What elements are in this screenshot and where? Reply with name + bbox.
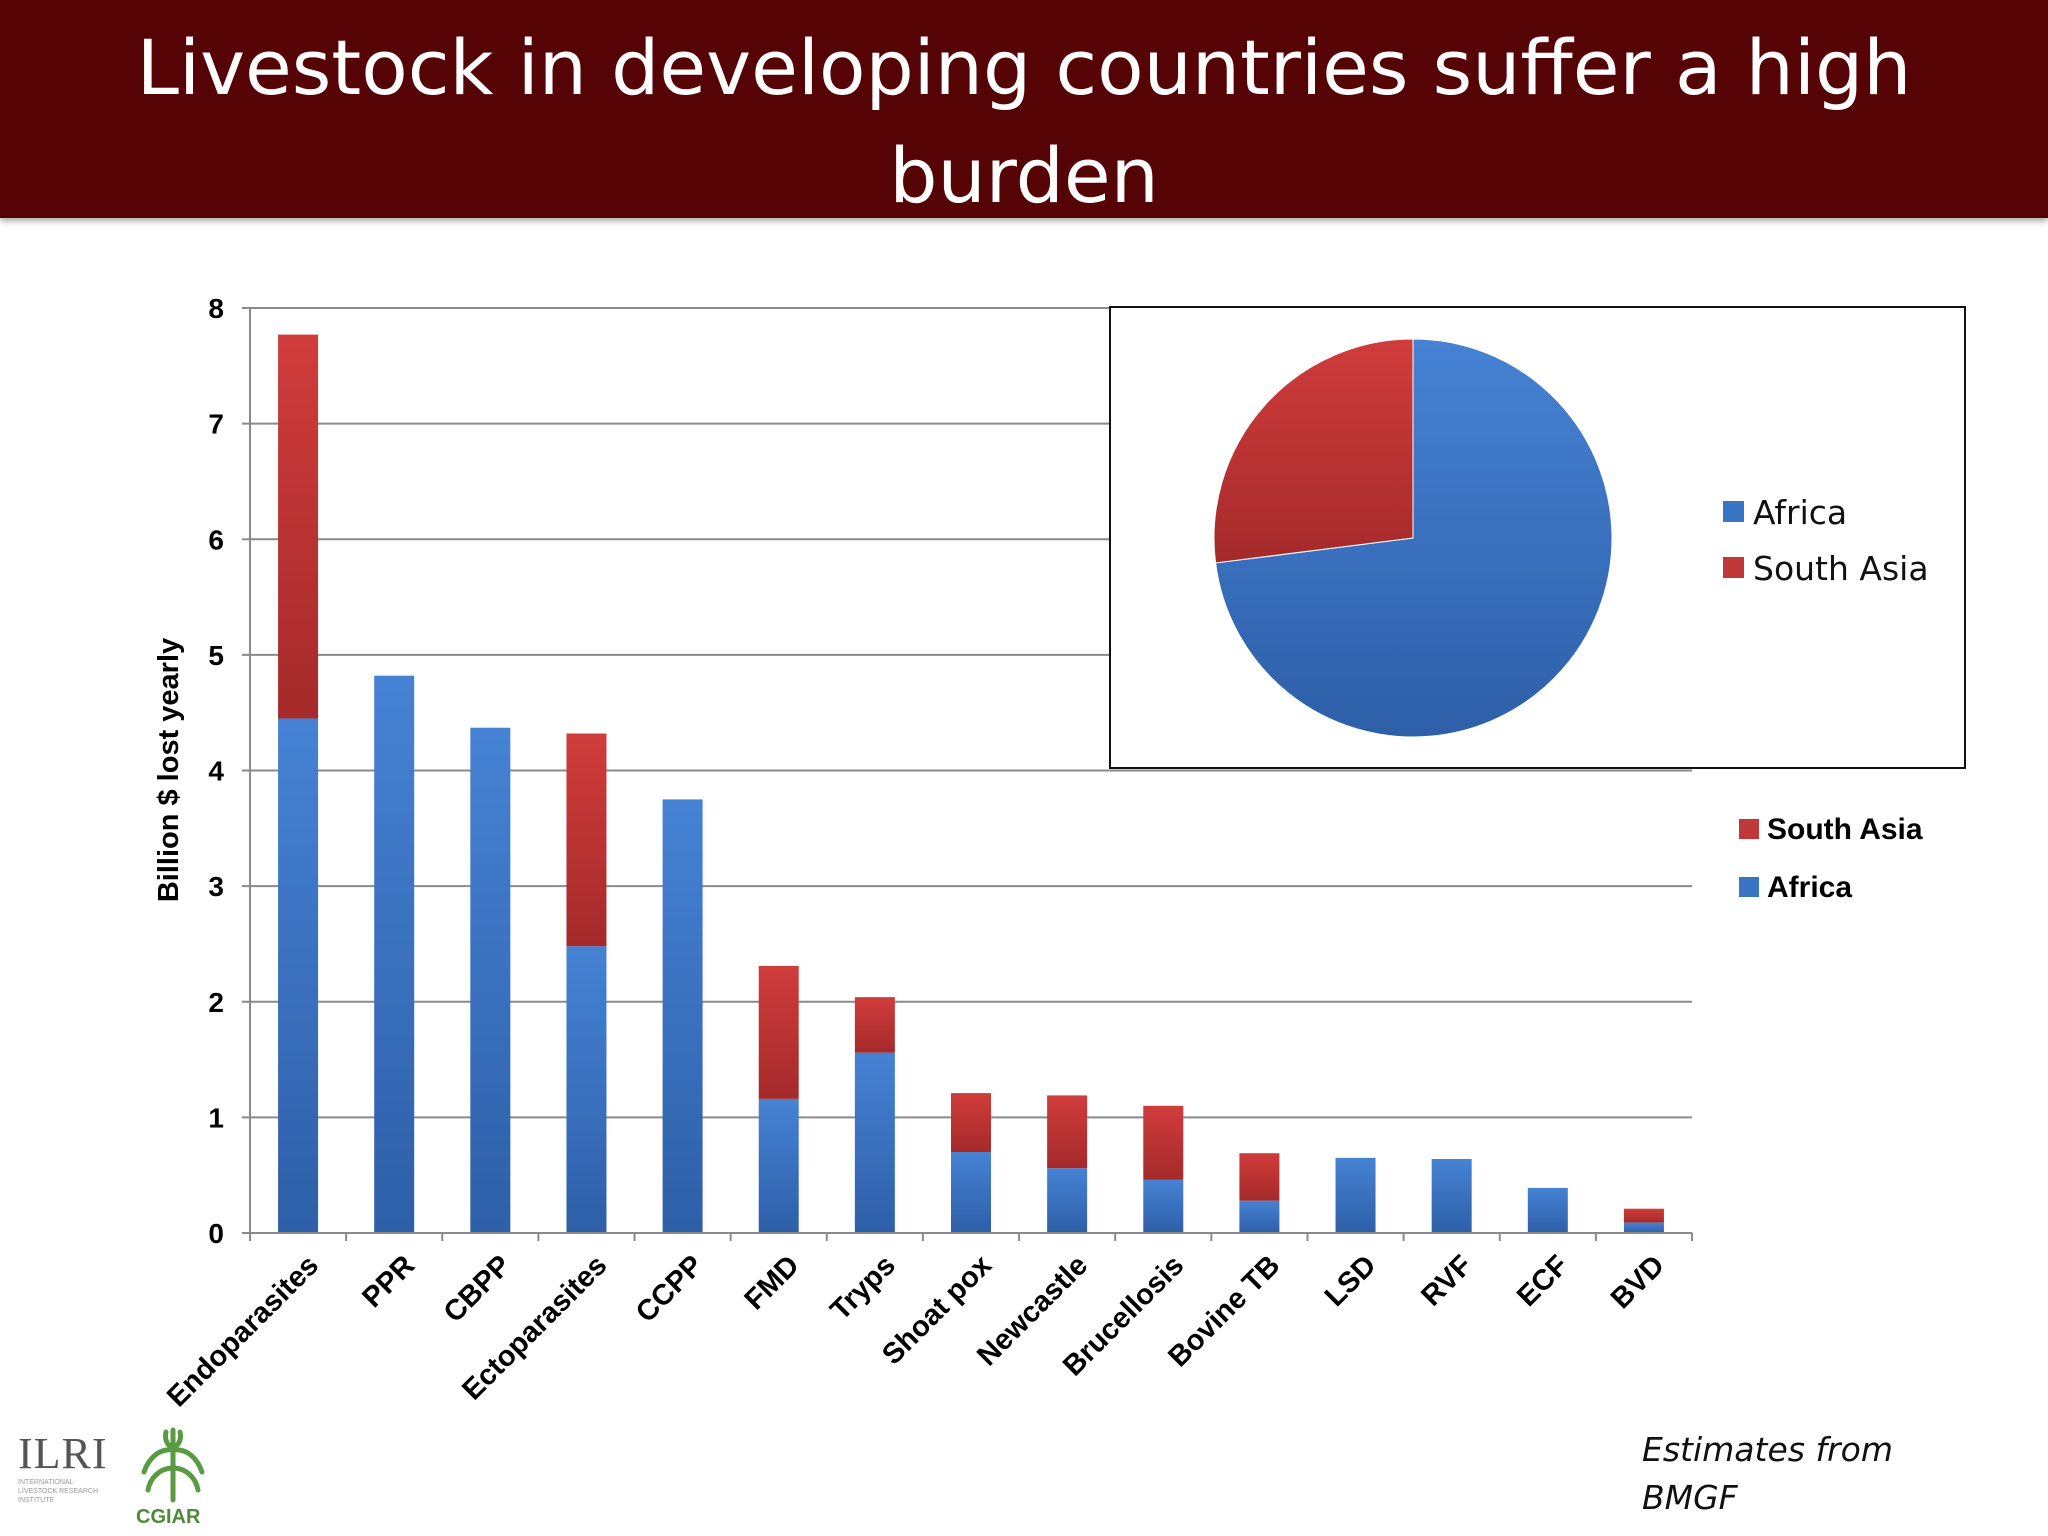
bar-south-asia-bovine-tb [1239,1153,1280,1201]
bar-africa-brucellosis [1143,1179,1184,1233]
source-line-1: Estimates from [1642,1430,1893,1469]
pie-legend-label-africa: Africa [1753,493,1847,532]
bar-africa-ecf [1527,1187,1568,1233]
y-tick-label-3: 3 [208,871,224,902]
x-tick-label-rvf: RVF [1415,1249,1478,1312]
bar-africa-newcastle [1047,1168,1088,1233]
source-note: Estimates from BMGF [1642,1426,1893,1522]
y-tick-label-7: 7 [208,409,224,440]
bar-africa-shoat-pox [951,1152,991,1233]
x-tick-label-fmd: FMD [739,1249,806,1316]
bar-africa-fmd [758,1098,799,1233]
bar-south-asia-shoat-pox [951,1093,991,1153]
ilri-logo: ILRI INTERNATIONAL LIVESTOCK RESEARCH IN… [18,1429,108,1520]
bar-legend-swatch-africa [1739,877,1759,897]
ilri-logo-text: ILRI [18,1429,108,1478]
bar-south-asia-ectoparasites [566,733,607,947]
x-tick-label-tryps: Tryps [824,1249,901,1326]
y-axis-label: Billion $ lost yearly [153,638,185,902]
bar-south-asia-brucellosis [1143,1105,1184,1180]
bar-legend: South Asia Africa [1739,813,1923,904]
bar-africa-ccpp [662,799,703,1233]
bar-south-asia-bvd [1623,1208,1664,1223]
slide-title: Livestock in developing countries suffer… [0,0,2048,338]
y-tick-label-2: 2 [208,987,224,1018]
x-tick-label-endoparasites: Endoparasites [161,1249,325,1413]
bar-series [278,334,1664,1233]
cgiar-wheat-icon [141,1427,205,1503]
x-tick-label-ppr: PPR [356,1249,421,1314]
cgiar-logo-text: CGIAR [136,1506,201,1528]
bar-africa-bvd [1623,1222,1664,1233]
bar-africa-endoparasites [278,718,319,1233]
bar-africa-tryps [854,1052,895,1233]
x-tick-label-bvd: BVD [1605,1249,1671,1315]
cgiar-logo: CGIAR [128,1420,218,1530]
x-tick-label-cbpp: CBPP [438,1249,518,1329]
bar-africa-rvf [1431,1159,1472,1233]
bar-legend-swatch-south-asia [1739,819,1759,839]
y-tick-label-6: 6 [208,524,224,555]
slide-title-line-1: Livestock in developing countries suffer… [136,23,1912,220]
source-line-2: BMGF [1642,1478,1738,1517]
ilri-logo-subtext: INTERNATIONAL LIVESTOCK RESEARCH INSTITU… [18,1479,99,1504]
bar-legend-label-africa: Africa [1767,871,1852,904]
x-tick-label-ecf: ECF [1511,1249,1575,1313]
bar-south-asia-fmd [758,965,799,1099]
y-tick-label-8: 8 [208,293,224,324]
y-tick-label-5: 5 [208,640,224,671]
pie-legend-label-south-asia: South Asia [1753,549,1929,588]
pie-legend-swatch-africa [1723,501,1744,522]
pie-slice-africa [1215,338,1613,738]
bar-africa-cbpp [470,727,511,1233]
bar-south-asia-newcastle [1047,1095,1088,1169]
bar-south-asia-tryps [854,997,895,1053]
bar-africa-bovine-tb [1239,1200,1280,1233]
pie-slice-south-asia [1213,338,1414,564]
x-tick-label-ccpp: CCPP [630,1249,710,1329]
x-tick-label-lsd: LSD [1319,1249,1383,1313]
bar-south-asia-endoparasites [278,334,319,719]
y-tick-label-0: 0 [208,1218,224,1249]
y-tick-label-4: 4 [208,756,224,787]
title-bar: Livestock in developing countries suffer… [0,0,2048,328]
y-tick-labels: 0 1 2 3 4 5 6 7 8 [208,293,224,1249]
y-tick-label-1: 1 [208,1102,224,1133]
bar-africa-ectoparasites [566,946,607,1233]
bar-africa-ppr [374,675,415,1233]
pie-inset: Africa South Asia [1109,306,1966,769]
bar-legend-label-south-asia: South Asia [1767,813,1923,846]
bar-africa-lsd [1335,1157,1376,1233]
axes [249,308,1693,1241]
pie-legend-swatch-south-asia [1723,557,1744,578]
